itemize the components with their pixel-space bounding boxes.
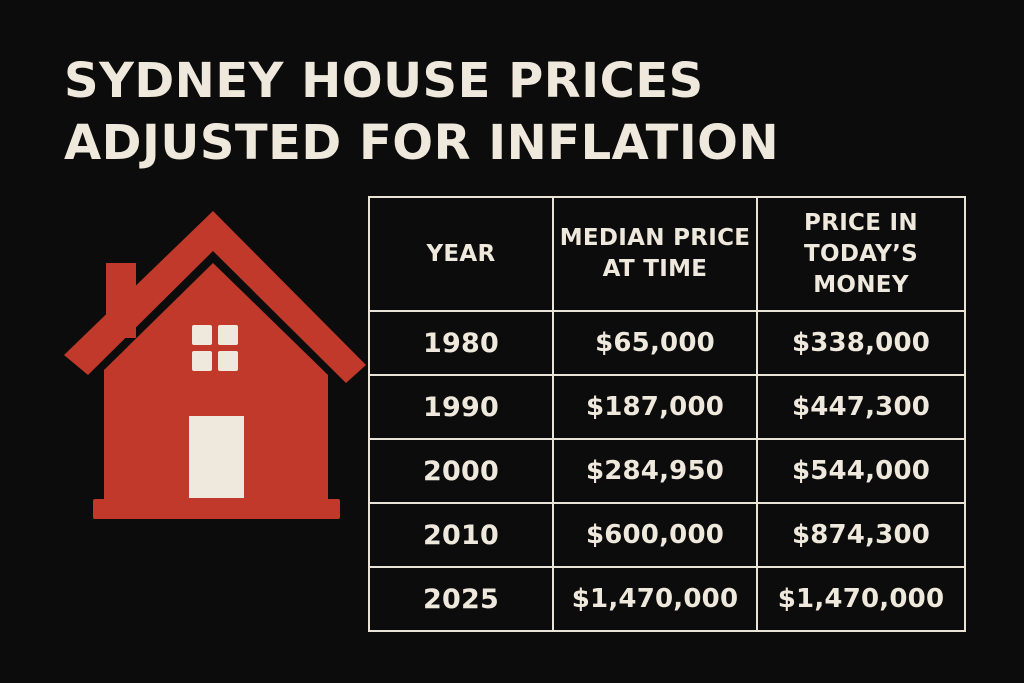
cell-median-price: $187,000	[552, 374, 758, 440]
cell-year: 2000	[368, 438, 554, 504]
house-roof	[64, 211, 366, 383]
cell-median-price: $1,470,000	[552, 566, 758, 632]
price-table: YEAR MEDIAN PRICE AT TIME PRICE IN TODAY…	[368, 196, 966, 632]
table-row: 2025 $1,470,000 $1,470,000	[368, 566, 966, 632]
cell-today-price: $874,300	[756, 502, 966, 568]
cell-median-price: $284,950	[552, 438, 758, 504]
title-line-2: ADJUSTED FOR INFLATION	[64, 115, 780, 171]
cell-median-price: $65,000	[552, 310, 758, 376]
cell-median-price: $600,000	[552, 502, 758, 568]
cell-today-price: $544,000	[756, 438, 966, 504]
cell-today-price: $447,300	[756, 374, 966, 440]
table-row: 1980 $65,000 $338,000	[368, 310, 966, 376]
cell-today-price: $338,000	[756, 310, 966, 376]
table-row: 2010 $600,000 $874,300	[368, 502, 966, 568]
table-row: 2000 $284,950 $544,000	[368, 438, 966, 504]
cell-year: 2010	[368, 502, 554, 568]
header-year: YEAR	[368, 196, 554, 312]
cell-year: 1980	[368, 310, 554, 376]
page-title: SYDNEY HOUSE PRICES ADJUSTED FOR INFLATI…	[64, 50, 779, 174]
cell-today-price: $1,470,000	[756, 566, 966, 632]
house-body	[104, 263, 328, 505]
header-today-price: PRICE IN TODAY’S MONEY	[756, 196, 966, 312]
cell-year: 2025	[368, 566, 554, 632]
table-header-row: YEAR MEDIAN PRICE AT TIME PRICE IN TODAY…	[368, 196, 966, 312]
house-icon	[64, 211, 366, 519]
house-base	[93, 499, 340, 519]
table-row: 1990 $187,000 $447,300	[368, 374, 966, 440]
house-door	[189, 416, 244, 498]
cell-year: 1990	[368, 374, 554, 440]
house-window	[192, 325, 238, 371]
header-median-price: MEDIAN PRICE AT TIME	[552, 196, 758, 312]
title-line-1: SYDNEY HOUSE PRICES	[64, 53, 704, 109]
